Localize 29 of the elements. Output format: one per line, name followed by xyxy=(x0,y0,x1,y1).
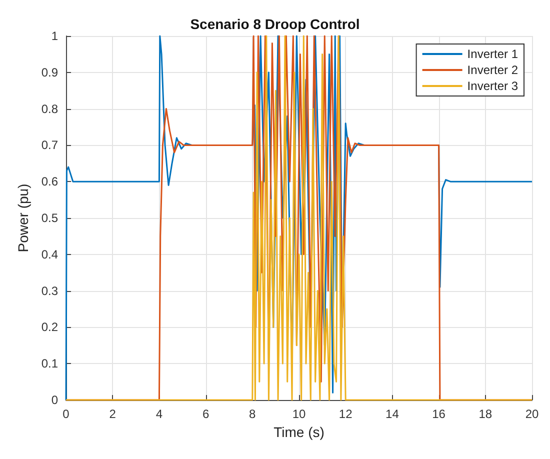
y-tick-label: 0.2 xyxy=(41,320,58,334)
legend-label: Inverter 1 xyxy=(467,47,518,61)
x-tick-label: 12 xyxy=(338,407,353,421)
x-tick-label: 2 xyxy=(109,407,116,421)
x-tick-label: 16 xyxy=(432,407,446,421)
chart-title: Scenario 8 Droop Control xyxy=(190,16,360,32)
x-tick-label: 4 xyxy=(156,407,163,421)
y-tick-label: 0.8 xyxy=(41,102,58,116)
x-tick-label: 10 xyxy=(292,407,306,421)
legend-label: Inverter 2 xyxy=(467,63,518,77)
y-tick-label: 0.1 xyxy=(41,356,58,371)
y-tick-label: 0.5 xyxy=(41,211,58,225)
y-tick-label: 1 xyxy=(51,29,58,43)
x-tick-label: 6 xyxy=(202,407,210,421)
y-tick-label: 0 xyxy=(51,393,58,407)
y-tick-label: 0.6 xyxy=(41,174,58,189)
y-tick-label: 0.7 xyxy=(41,138,58,152)
legend-label: Inverter 3 xyxy=(467,79,518,93)
x-tick-label: 18 xyxy=(478,407,492,421)
x-axis-title: Time (s) xyxy=(274,424,324,440)
y-tick-label: 0.4 xyxy=(41,247,58,262)
y-tick-label: 0.9 xyxy=(41,65,58,80)
x-tick-label: 20 xyxy=(525,407,539,421)
y-axis-title: Power (pu) xyxy=(15,184,31,252)
x-tick-label: 8 xyxy=(249,407,256,421)
y-tick-label: 0.3 xyxy=(41,284,58,298)
x-tick-label: 0 xyxy=(62,407,70,421)
line-series xyxy=(65,35,533,401)
x-tick-label: 14 xyxy=(386,407,400,421)
